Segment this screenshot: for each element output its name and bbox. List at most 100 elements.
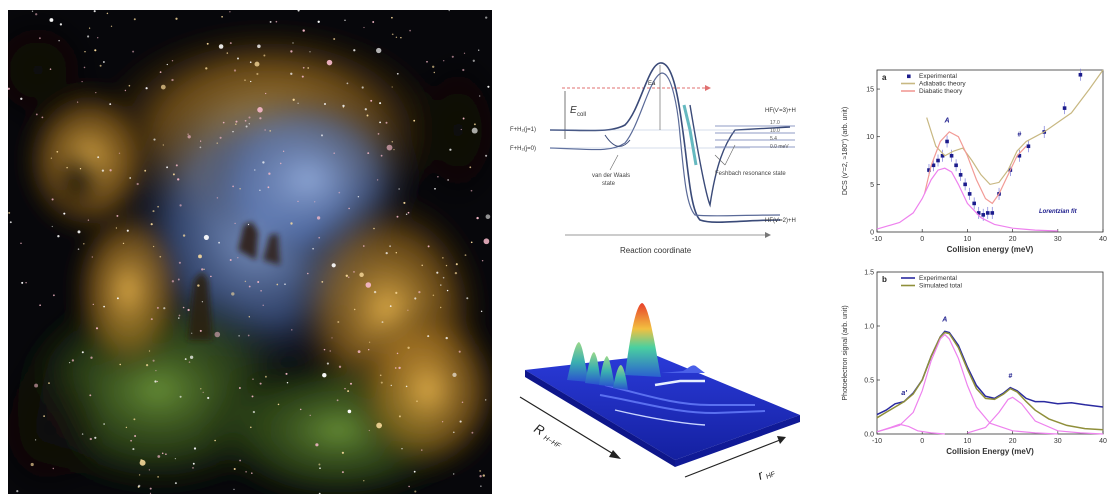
- x-tick-label: 20: [1009, 438, 1017, 445]
- star: [148, 350, 151, 352]
- legend-marker: [907, 74, 911, 79]
- star: [233, 467, 236, 471]
- star: [154, 380, 157, 383]
- y-tick-label: 0.0: [864, 432, 874, 439]
- star: [81, 433, 84, 435]
- star: [361, 86, 364, 89]
- star: [8, 211, 11, 214]
- star: [184, 358, 187, 361]
- star: [159, 71, 162, 73]
- star: [482, 474, 485, 477]
- star: [449, 148, 452, 151]
- star: [299, 408, 302, 411]
- x-tick-label: 10: [964, 438, 972, 445]
- star: [81, 351, 84, 354]
- star: [172, 173, 175, 176]
- e-coll-label: E: [570, 105, 577, 116]
- star: [77, 230, 81, 234]
- plot-frame: [876, 271, 1104, 435]
- star: [439, 306, 442, 309]
- star: [376, 179, 379, 181]
- star: [262, 161, 265, 164]
- star: [269, 20, 272, 23]
- star: [248, 123, 250, 125]
- legend-label: Diabatic theory: [919, 88, 963, 95]
- star: [302, 66, 305, 69]
- star: [347, 276, 350, 279]
- star: [200, 140, 202, 142]
- surface-main-peak: [625, 303, 661, 377]
- star: [197, 284, 200, 287]
- star: [307, 67, 310, 69]
- star: [260, 289, 262, 292]
- star: [373, 290, 377, 294]
- star: [257, 281, 260, 283]
- panel-letter: a: [882, 73, 887, 82]
- y-tick-label: 5: [870, 182, 874, 189]
- star: [376, 422, 382, 429]
- star: [138, 474, 141, 476]
- star: [133, 418, 136, 421]
- star: [171, 78, 174, 82]
- star: [470, 189, 473, 192]
- star: [368, 341, 371, 343]
- star: [437, 175, 439, 178]
- star: [49, 68, 52, 70]
- legend-label: Adiabatic theory: [919, 81, 966, 88]
- star: [469, 166, 472, 169]
- star: [302, 29, 305, 32]
- star: [161, 452, 164, 455]
- data-point: [927, 168, 931, 172]
- star: [479, 470, 481, 472]
- star: [391, 16, 393, 19]
- star: [481, 259, 484, 262]
- star: [175, 164, 178, 167]
- e-coll-subscript: coll: [577, 112, 586, 118]
- star: [93, 10, 96, 13]
- r2-axis-subscript: HF: [765, 471, 777, 481]
- star: [191, 332, 193, 334]
- star: [103, 305, 105, 308]
- star: [119, 363, 121, 366]
- star: [207, 396, 210, 400]
- star: [357, 195, 360, 198]
- star: [34, 439, 37, 441]
- star: [221, 15, 223, 18]
- star: [144, 169, 147, 172]
- product-upper-label: HF(v'=3)+H: [765, 108, 796, 114]
- star: [329, 350, 331, 352]
- star: [448, 10, 450, 12]
- star: [116, 214, 119, 217]
- annotation: A: [944, 117, 950, 124]
- star: [319, 467, 321, 469]
- star: [103, 423, 105, 425]
- star: [92, 303, 94, 306]
- star: [76, 101, 79, 103]
- star: [68, 361, 71, 364]
- star: [52, 294, 55, 297]
- star: [276, 283, 279, 286]
- star: [199, 146, 202, 149]
- star: [234, 123, 237, 126]
- star: [201, 268, 204, 271]
- star: [132, 50, 135, 53]
- annotation: #: [1008, 373, 1012, 380]
- star: [34, 383, 39, 388]
- star: [187, 133, 189, 135]
- star: [222, 121, 225, 124]
- star: [337, 321, 340, 323]
- star: [149, 492, 152, 494]
- star: [130, 439, 132, 442]
- series-line: [923, 131, 1027, 205]
- star: [77, 248, 80, 250]
- star: [229, 259, 232, 261]
- star: [179, 204, 182, 207]
- data-point: [990, 211, 995, 215]
- star: [396, 215, 399, 218]
- star: [239, 188, 241, 190]
- star: [90, 356, 93, 359]
- star: [201, 301, 204, 303]
- star: [248, 285, 251, 288]
- star: [145, 87, 148, 90]
- dcs-chart-panel: -10 0 10 20 30 40 0 5 10 15 Collision energy (meV)…: [835, 60, 1107, 260]
